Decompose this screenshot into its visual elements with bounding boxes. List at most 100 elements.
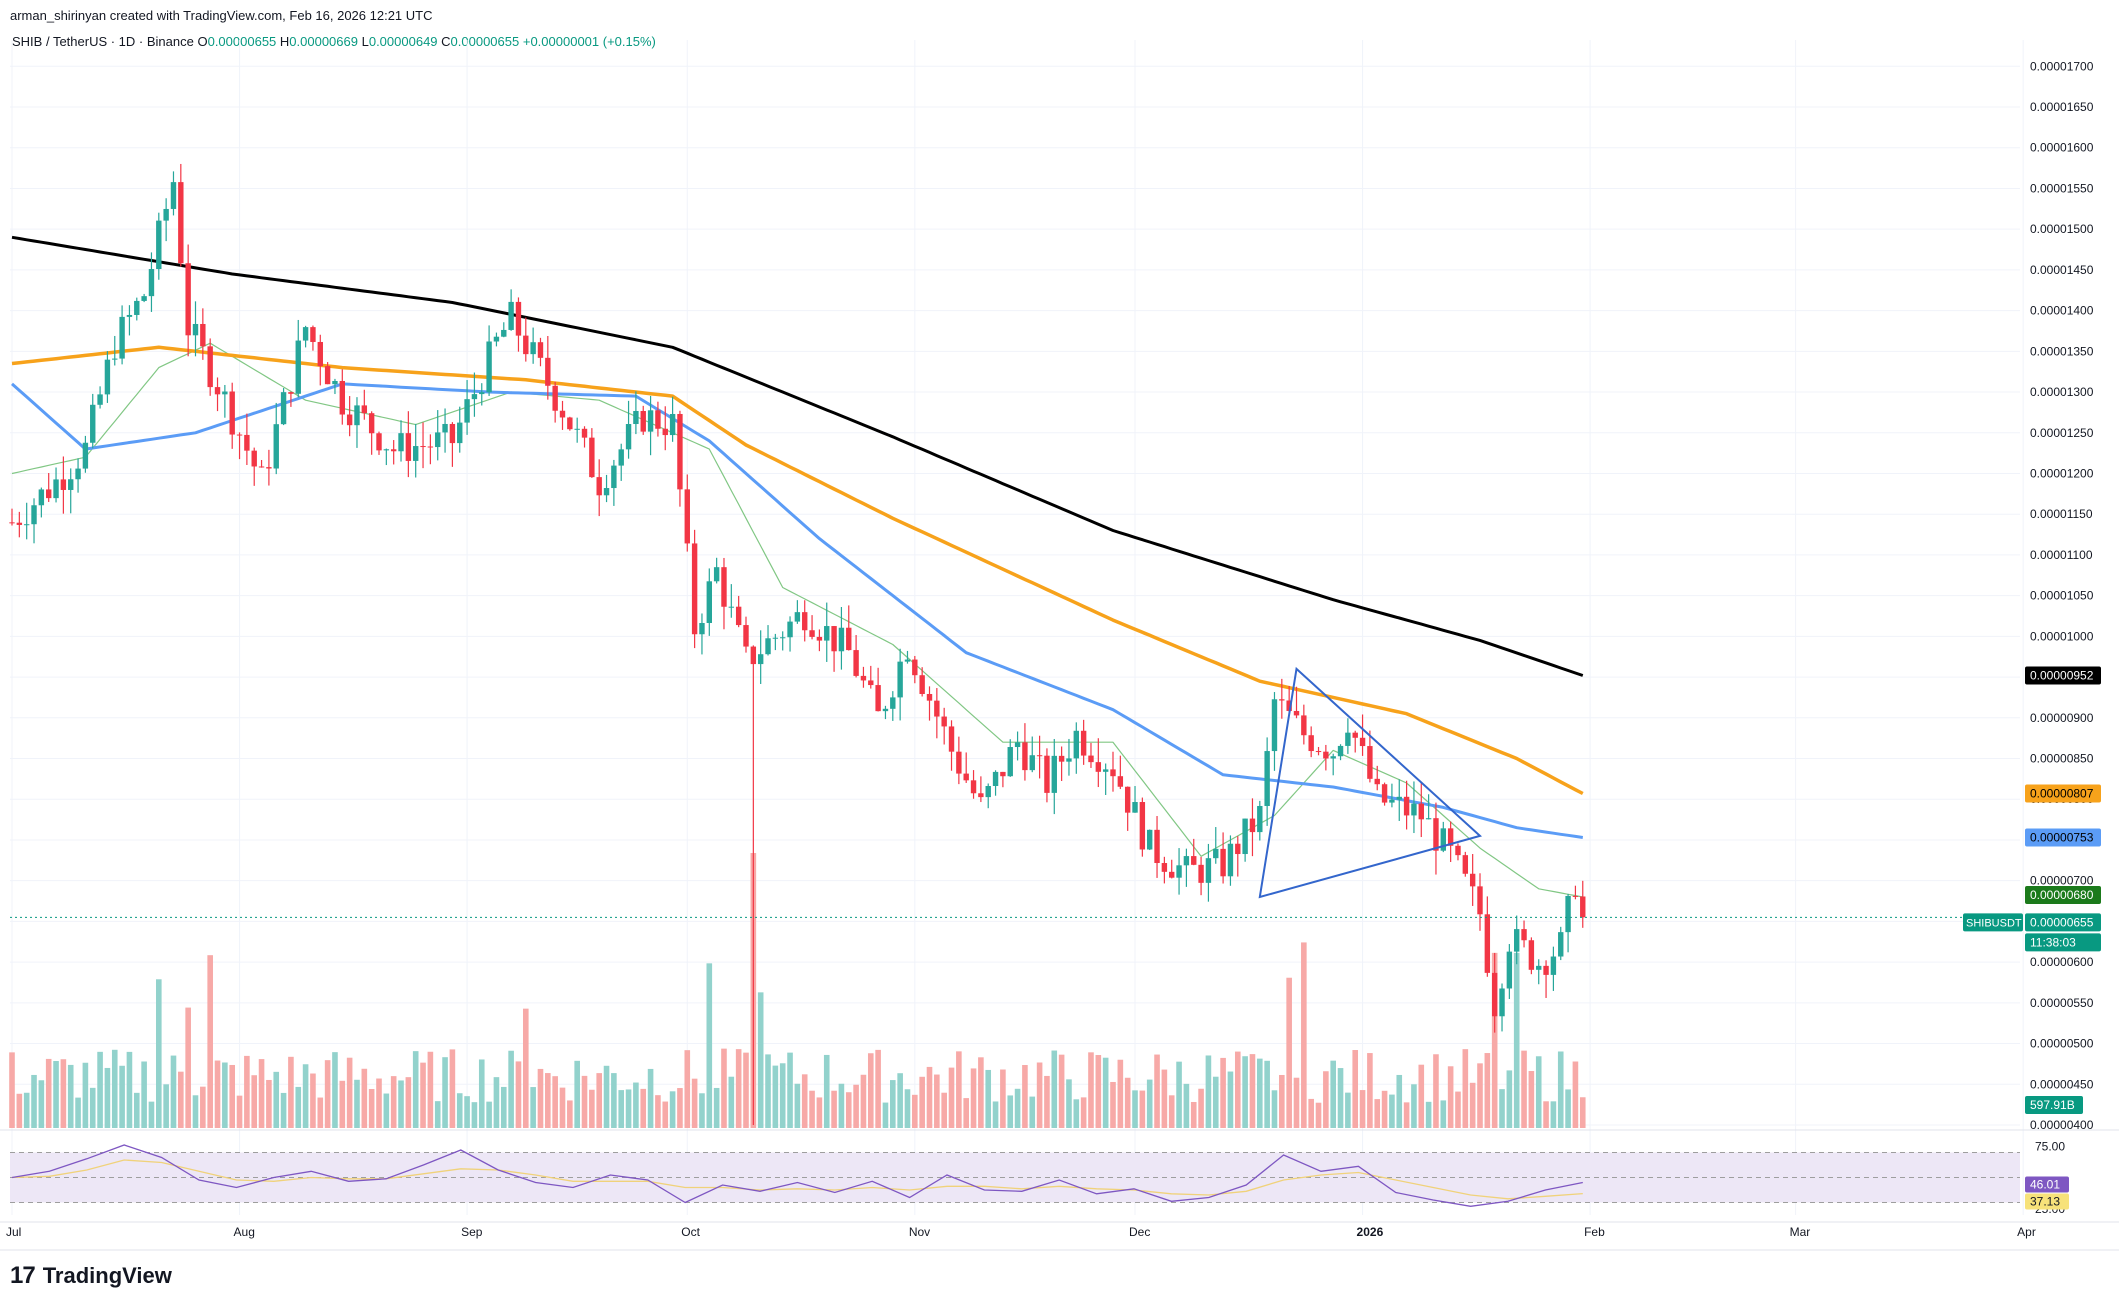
candle[interactable]	[405, 411, 412, 478]
candle[interactable]	[435, 410, 441, 461]
candle[interactable]	[1205, 843, 1212, 902]
candle[interactable]	[229, 382, 235, 449]
candle[interactable]	[376, 431, 382, 455]
candle[interactable]	[1286, 685, 1292, 713]
candle[interactable]	[1455, 843, 1461, 861]
candle[interactable]	[1521, 920, 1527, 948]
candle[interactable]	[647, 395, 654, 456]
candle[interactable]	[567, 416, 573, 431]
candle[interactable]	[545, 335, 551, 400]
candle[interactable]	[882, 705, 889, 720]
candle[interactable]	[1572, 885, 1579, 900]
candle[interactable]	[1257, 800, 1263, 841]
candle[interactable]	[464, 380, 470, 435]
candle[interactable]	[1088, 742, 1094, 768]
candle[interactable]	[420, 422, 426, 469]
candle[interactable]	[112, 335, 118, 366]
candle[interactable]	[530, 327, 536, 364]
candle[interactable]	[662, 406, 668, 451]
candle[interactable]	[1044, 748, 1050, 803]
candle[interactable]	[1433, 802, 1439, 875]
candle[interactable]	[706, 568, 712, 636]
candle[interactable]	[581, 426, 588, 448]
candle[interactable]	[46, 473, 52, 502]
candle[interactable]	[1396, 779, 1402, 821]
candle[interactable]	[449, 422, 456, 467]
candle[interactable]	[618, 443, 624, 481]
candle[interactable]	[1264, 737, 1270, 826]
candle[interactable]	[361, 389, 368, 420]
candle[interactable]	[838, 607, 845, 670]
candle[interactable]	[244, 413, 250, 466]
candle[interactable]	[493, 332, 500, 347]
candle[interactable]	[82, 435, 89, 473]
candle[interactable]	[574, 417, 580, 443]
candle[interactable]	[317, 334, 323, 386]
candle[interactable]	[552, 381, 558, 423]
candle[interactable]	[1536, 959, 1542, 985]
candle[interactable]	[126, 305, 133, 336]
candle[interactable]	[207, 338, 213, 396]
candle[interactable]	[1102, 763, 1109, 796]
candle[interactable]	[611, 459, 617, 506]
candle[interactable]	[978, 776, 984, 803]
candle[interactable]	[1220, 832, 1226, 884]
candle[interactable]	[413, 423, 419, 478]
ma50-line[interactable]	[11, 382, 1584, 839]
candle[interactable]	[302, 325, 309, 348]
ma100-line[interactable]	[11, 345, 1584, 796]
candle[interactable]	[1080, 719, 1087, 765]
candle[interactable]	[251, 447, 257, 486]
candle[interactable]	[515, 297, 522, 352]
candle[interactable]	[669, 396, 676, 442]
ma200-line[interactable]	[11, 235, 1584, 677]
candle[interactable]	[912, 655, 918, 684]
candle[interactable]	[625, 400, 632, 459]
candle[interactable]	[559, 400, 566, 430]
candle[interactable]	[295, 319, 301, 398]
candle[interactable]	[1462, 851, 1469, 877]
candle[interactable]	[1447, 821, 1454, 862]
candle[interactable]	[537, 337, 544, 367]
candle[interactable]	[75, 458, 81, 493]
candle[interactable]	[1058, 746, 1065, 781]
candle[interactable]	[310, 325, 316, 351]
candle[interactable]	[743, 616, 749, 653]
ma20-line[interactable]	[11, 342, 1583, 898]
candle[interactable]	[963, 752, 969, 783]
candle[interactable]	[1279, 678, 1285, 719]
candle[interactable]	[390, 440, 397, 465]
candle[interactable]	[1183, 848, 1190, 887]
candle[interactable]	[1514, 915, 1520, 965]
candle[interactable]	[713, 557, 720, 584]
candle[interactable]	[214, 377, 221, 412]
candle[interactable]	[640, 405, 646, 435]
candle[interactable]	[398, 420, 404, 462]
candle[interactable]	[816, 629, 823, 652]
candle[interactable]	[368, 411, 375, 455]
candle[interactable]	[890, 691, 896, 721]
candle[interactable]	[1036, 735, 1043, 779]
candle[interactable]	[1506, 944, 1513, 999]
candle[interactable]	[919, 667, 925, 697]
rsi-line[interactable]	[11, 1144, 1583, 1207]
candle[interactable]	[9, 508, 15, 526]
candle[interactable]	[1374, 765, 1380, 791]
candle[interactable]	[1359, 714, 1366, 756]
tradingview-logo[interactable]: 17 TradingView	[10, 1262, 172, 1290]
candle[interactable]	[1389, 783, 1395, 808]
candle[interactable]	[1499, 983, 1505, 1032]
candle[interactable]	[1066, 738, 1072, 776]
candle[interactable]	[1139, 797, 1146, 857]
candle[interactable]	[38, 487, 45, 518]
candle[interactable]	[757, 630, 764, 684]
candle[interactable]	[266, 449, 272, 486]
candle[interactable]	[1117, 755, 1124, 790]
candle[interactable]	[1029, 736, 1035, 773]
candle[interactable]	[1176, 848, 1182, 895]
candle[interactable]	[508, 289, 514, 331]
candle[interactable]	[1550, 946, 1557, 991]
candle[interactable]	[1308, 726, 1314, 758]
candle[interactable]	[163, 198, 169, 242]
candle[interactable]	[200, 308, 206, 360]
